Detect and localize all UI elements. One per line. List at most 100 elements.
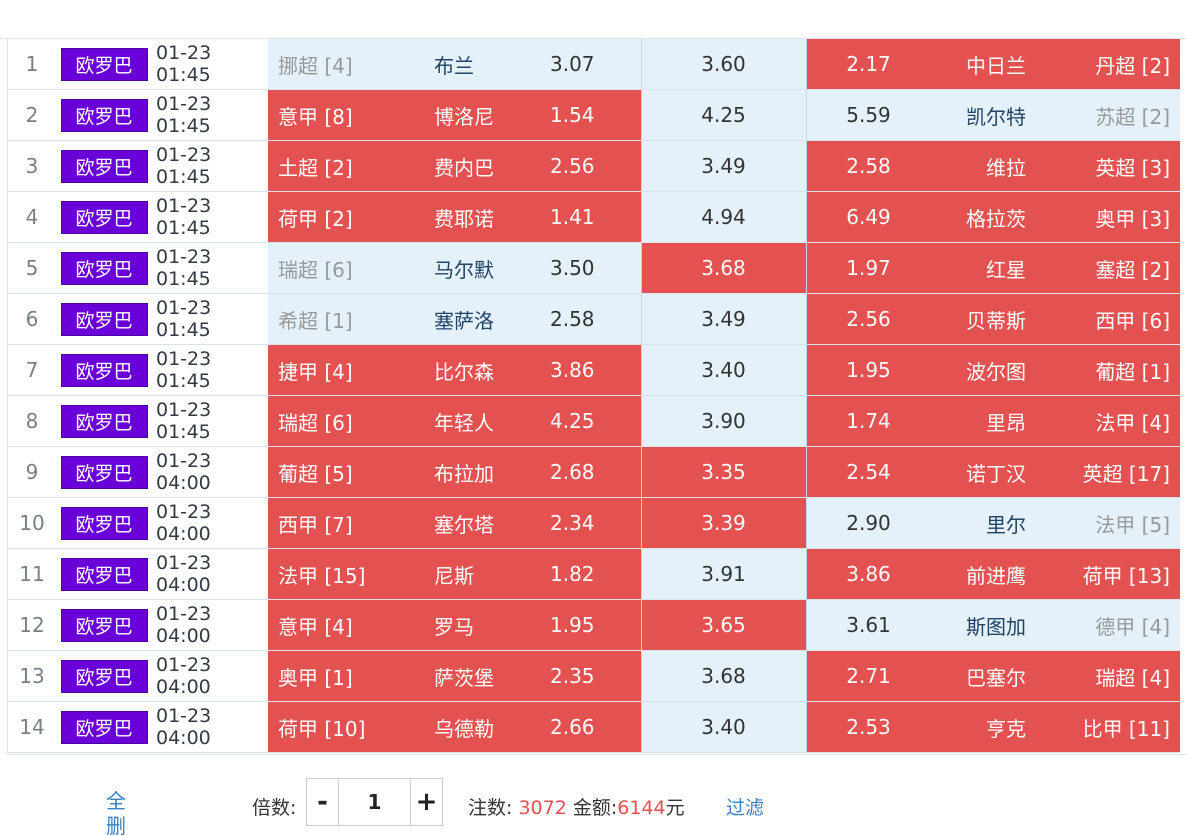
home-win-odds: 2.35 — [550, 664, 595, 688]
multiplier-input[interactable] — [339, 779, 410, 825]
away-league-rank: 葡超 [1] — [1095, 359, 1170, 384]
bet-footer: 全 删 倍数: - + 注数: 3072 金额:6144元 过滤 — [8, 754, 1187, 836]
away-win-option[interactable] — [806, 600, 1180, 650]
match-row: 9 欧罗巴 01-23 04:00 葡超 [5] 布拉加 2.68 3.35 2… — [8, 447, 1180, 498]
league-badge-cell: 欧罗巴 — [60, 243, 148, 293]
league-badge-cell: 欧罗巴 — [60, 39, 148, 89]
draw-odds: 4.94 — [701, 205, 746, 229]
away-team-name: 凯尔特 — [966, 104, 1026, 129]
away-win-option[interactable] — [806, 702, 1180, 752]
away-league-rank: 塞超 [2] — [1095, 257, 1170, 282]
league-badge: 欧罗巴 — [60, 455, 148, 489]
home-team-name: 尼斯 — [434, 563, 474, 588]
away-league-rank: 西甲 [6] — [1095, 308, 1170, 333]
home-win-option[interactable] — [268, 90, 641, 140]
match-row: 4 欧罗巴 01-23 01:45 荷甲 [2] 费耶诺 1.41 4.94 6… — [8, 192, 1180, 243]
league-badge-cell: 欧罗巴 — [60, 498, 148, 548]
away-win-option[interactable] — [806, 396, 1180, 446]
draw-odds: 3.39 — [701, 511, 746, 535]
home-win-option[interactable] — [268, 243, 641, 293]
decrease-multiplier-button[interactable]: - — [307, 779, 339, 825]
away-win-option[interactable] — [806, 243, 1180, 293]
home-team-name: 比尔森 — [434, 359, 494, 384]
draw-option[interactable] — [641, 90, 806, 140]
multiplier-stepper: - + — [306, 778, 443, 826]
home-win-option[interactable] — [268, 702, 641, 752]
home-team-name: 布兰 — [434, 53, 474, 78]
match-time: 01-23 01:45 — [156, 297, 212, 341]
home-win-option[interactable] — [268, 651, 641, 701]
league-badge-cell: 欧罗巴 — [60, 549, 148, 599]
league-badge-cell: 欧罗巴 — [60, 600, 148, 650]
match-time: 01-23 04:00 — [156, 450, 212, 494]
away-win-odds: 2.53 — [846, 715, 891, 739]
home-win-option[interactable] — [268, 141, 641, 191]
draw-option[interactable] — [641, 600, 806, 650]
draw-option[interactable] — [641, 396, 806, 446]
match-time: 01-23 04:00 — [156, 552, 212, 596]
match-time: 01-23 01:45 — [156, 42, 212, 86]
draw-option[interactable] — [641, 192, 806, 242]
away-win-option[interactable] — [806, 294, 1180, 344]
table-left-border — [7, 39, 8, 754]
draw-option[interactable] — [641, 294, 806, 344]
match-row: 11 欧罗巴 01-23 04:00 法甲 [15] 尼斯 1.82 3.91 … — [8, 549, 1180, 600]
home-win-option[interactable] — [268, 600, 641, 650]
league-badge: 欧罗巴 — [60, 404, 148, 438]
draw-option[interactable] — [641, 447, 806, 497]
home-win-option[interactable] — [268, 396, 641, 446]
draw-option[interactable] — [641, 141, 806, 191]
league-badge: 欧罗巴 — [60, 710, 148, 744]
home-league-rank: 荷甲 [10] — [278, 716, 366, 741]
away-win-option[interactable] — [806, 651, 1180, 701]
home-league-rank: 法甲 [15] — [278, 563, 366, 588]
match-row: 3 欧罗巴 01-23 01:45 土超 [2] 费内巴 2.56 3.49 2… — [8, 141, 1180, 192]
home-team-name: 萨茨堡 — [434, 665, 494, 690]
away-win-option[interactable] — [806, 447, 1180, 497]
match-row: 1 欧罗巴 01-23 01:45 挪超 [4] 布兰 3.07 3.60 2.… — [8, 39, 1180, 90]
match-time: 01-23 04:00 — [156, 603, 212, 647]
draw-option[interactable] — [641, 243, 806, 293]
away-win-option[interactable] — [806, 39, 1180, 89]
away-team-name: 里尔 — [986, 512, 1026, 537]
league-badge-cell: 欧罗巴 — [60, 702, 148, 752]
bet-summary: 注数: 3072 金额:6144元 — [468, 793, 685, 820]
home-win-odds: 1.82 — [550, 562, 595, 586]
home-win-option[interactable] — [268, 192, 641, 242]
home-win-odds: 2.56 — [550, 154, 595, 178]
match-row: 7 欧罗巴 01-23 01:45 捷甲 [4] 比尔森 3.86 3.40 1… — [8, 345, 1180, 396]
away-win-odds: 2.56 — [846, 307, 891, 331]
home-win-option[interactable] — [268, 294, 641, 344]
away-team-name: 前进鹰 — [966, 563, 1026, 588]
draw-option[interactable] — [641, 702, 806, 752]
home-win-odds: 2.58 — [550, 307, 595, 331]
away-win-option[interactable] — [806, 90, 1180, 140]
home-team-name: 布拉加 — [434, 461, 494, 486]
filter-link[interactable]: 过滤 — [726, 797, 765, 819]
home-win-option[interactable] — [268, 498, 641, 548]
away-win-option[interactable] — [806, 345, 1180, 395]
away-win-option[interactable] — [806, 549, 1180, 599]
home-win-option[interactable] — [268, 549, 641, 599]
draw-option[interactable] — [641, 498, 806, 548]
away-win-option[interactable] — [806, 192, 1180, 242]
draw-option[interactable] — [641, 345, 806, 395]
match-row: 13 欧罗巴 01-23 04:00 奥甲 [1] 萨茨堡 2.35 3.68 … — [8, 651, 1180, 702]
draw-option[interactable] — [641, 651, 806, 701]
away-win-option[interactable] — [806, 141, 1180, 191]
draw-option[interactable] — [641, 549, 806, 599]
match-number: 4 — [25, 205, 39, 229]
delete-all-link[interactable]: 全 删 — [104, 789, 128, 836]
home-win-option[interactable] — [268, 345, 641, 395]
away-league-rank: 苏超 [2] — [1095, 104, 1170, 129]
home-win-option[interactable] — [268, 447, 641, 497]
home-win-option[interactable] — [268, 39, 641, 89]
draw-option[interactable] — [641, 39, 806, 89]
match-row: 2 欧罗巴 01-23 01:45 意甲 [8] 博洛尼 1.54 4.25 5… — [8, 90, 1180, 141]
top-bar — [0, 0, 1187, 39]
away-league-rank: 丹超 [2] — [1095, 53, 1170, 78]
increase-multiplier-button[interactable]: + — [410, 779, 442, 825]
league-badge: 欧罗巴 — [60, 251, 148, 285]
away-league-rank: 奥甲 [3] — [1095, 206, 1170, 231]
away-win-option[interactable] — [806, 498, 1180, 548]
